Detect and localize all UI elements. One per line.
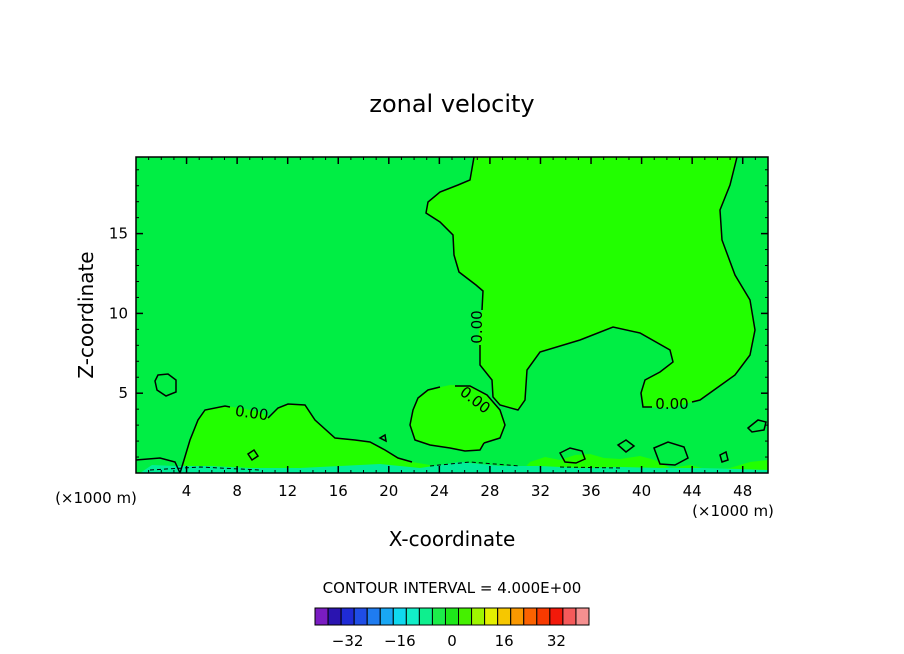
y-tick-label: 5 bbox=[118, 384, 128, 402]
x-tick-label: 12 bbox=[278, 482, 297, 500]
x-unit-left: (×1000 m) bbox=[55, 489, 137, 507]
x-tick-label: 4 bbox=[182, 482, 192, 500]
positive-region-left bbox=[180, 404, 470, 473]
positive-region-upper-right bbox=[426, 157, 755, 410]
positive-region-center bbox=[410, 385, 505, 451]
x-tick-label: 28 bbox=[480, 482, 499, 500]
colorbar-tick-label: −32 bbox=[332, 632, 364, 650]
x-tick-label: 20 bbox=[379, 482, 398, 500]
colorbar-swatch bbox=[536, 607, 551, 626]
colorbar-swatch bbox=[471, 607, 486, 626]
x-tick-label: 16 bbox=[329, 482, 348, 500]
y-axis-label: Z-coordinate bbox=[74, 251, 98, 378]
contour-label: 0.00 bbox=[234, 402, 270, 424]
colorbar-swatch bbox=[484, 607, 499, 626]
colorbar-swatch bbox=[314, 607, 329, 626]
colorbar-tick-label: 0 bbox=[447, 632, 457, 650]
y-axis: 5 10 15 bbox=[109, 169, 768, 458]
contour-interval-label: CONTOUR INTERVAL = 4.000E+00 bbox=[323, 579, 582, 597]
chart-title: zonal velocity bbox=[369, 90, 534, 118]
colorbar-swatch bbox=[458, 607, 473, 626]
negative-contours bbox=[149, 461, 621, 471]
colorbar-swatch bbox=[575, 607, 590, 626]
x-tick-label: 32 bbox=[531, 482, 550, 500]
x-tick-label: 36 bbox=[581, 482, 600, 500]
x-tick-label: 48 bbox=[733, 482, 752, 500]
colorbar-swatch bbox=[444, 607, 460, 626]
x-tick-label: 24 bbox=[430, 482, 449, 500]
colorbar-swatch bbox=[327, 607, 342, 626]
x-unit-right: (×1000 m) bbox=[692, 502, 774, 520]
colorbar-swatch bbox=[523, 607, 538, 626]
contour-label: 0.00 bbox=[655, 395, 688, 413]
y-tick-label: 10 bbox=[109, 304, 128, 322]
x-axis-label: X-coordinate bbox=[389, 527, 516, 551]
x-tick-label: 40 bbox=[632, 482, 651, 500]
colorbar-tick-label: 32 bbox=[547, 632, 566, 650]
x-axis: 4 8 12 16 20 24 28 32 36 40 44 48 bbox=[148, 157, 756, 500]
colorbar-swatch bbox=[405, 607, 420, 626]
colorbar-swatch bbox=[366, 607, 381, 626]
x-tick-label: 8 bbox=[232, 482, 242, 500]
colorbar-swatch bbox=[510, 607, 525, 626]
zero-contours bbox=[135, 156, 767, 474]
colorbar-swatch bbox=[497, 607, 512, 626]
colorbar-swatch bbox=[431, 607, 446, 626]
colorbar: −32 −16 0 16 32 bbox=[314, 607, 590, 650]
plot-area: 0.00 0.00 0.00 0.00 bbox=[135, 156, 769, 474]
negative-region-bottom-strip bbox=[140, 462, 768, 473]
colorbar-swatch bbox=[353, 607, 368, 626]
colorbar-swatch bbox=[549, 607, 564, 626]
colorbar-swatch bbox=[379, 607, 394, 626]
colorbar-tick-label: −16 bbox=[384, 632, 416, 650]
colorbar-swatch bbox=[418, 607, 433, 626]
contour-label: 0.00 bbox=[468, 310, 486, 343]
colorbar-swatch bbox=[392, 607, 407, 626]
colorbar-tick-label: 16 bbox=[495, 632, 514, 650]
colorbar-swatch bbox=[340, 607, 355, 626]
x-tick-label: 44 bbox=[683, 482, 702, 500]
y-tick-label: 15 bbox=[109, 225, 128, 243]
colorbar-swatch bbox=[562, 607, 577, 626]
